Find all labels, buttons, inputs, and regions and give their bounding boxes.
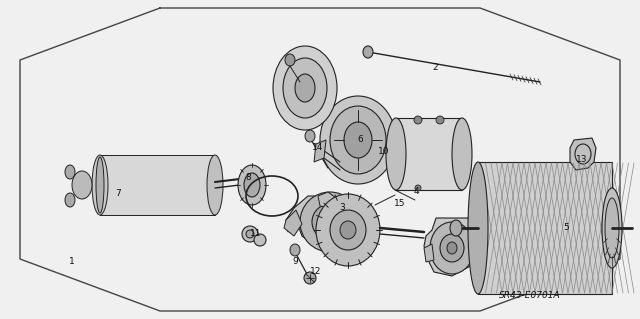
Ellipse shape (285, 54, 295, 66)
Ellipse shape (450, 220, 462, 236)
Polygon shape (570, 138, 596, 170)
Polygon shape (286, 196, 370, 252)
Text: SR43-E0701A: SR43-E0701A (499, 292, 561, 300)
Polygon shape (100, 155, 215, 215)
Ellipse shape (65, 165, 75, 179)
Ellipse shape (207, 155, 223, 215)
Ellipse shape (65, 193, 75, 207)
Ellipse shape (468, 162, 488, 294)
Polygon shape (478, 162, 612, 294)
Ellipse shape (320, 137, 330, 149)
Text: 8: 8 (245, 174, 251, 182)
Text: 4: 4 (413, 188, 419, 197)
Ellipse shape (305, 130, 315, 142)
Text: 9: 9 (292, 257, 298, 266)
Text: 15: 15 (394, 199, 406, 209)
Ellipse shape (386, 118, 406, 190)
Text: 7: 7 (115, 189, 121, 197)
Ellipse shape (602, 188, 622, 268)
Ellipse shape (340, 221, 356, 239)
Ellipse shape (344, 122, 372, 158)
Ellipse shape (452, 118, 472, 190)
Text: 11: 11 (250, 229, 262, 239)
Ellipse shape (330, 106, 386, 174)
Ellipse shape (605, 198, 619, 258)
Polygon shape (424, 218, 482, 276)
Polygon shape (424, 244, 434, 262)
Ellipse shape (312, 204, 348, 240)
Ellipse shape (322, 214, 338, 230)
Ellipse shape (316, 194, 380, 266)
Ellipse shape (436, 116, 444, 124)
Polygon shape (284, 210, 302, 236)
Polygon shape (396, 118, 462, 190)
Ellipse shape (242, 226, 258, 242)
Text: 13: 13 (576, 155, 588, 165)
Ellipse shape (246, 230, 254, 238)
Text: 3: 3 (339, 204, 345, 212)
Text: 12: 12 (310, 268, 322, 277)
Polygon shape (396, 128, 412, 152)
Text: 5: 5 (563, 224, 569, 233)
Text: 10: 10 (378, 147, 390, 157)
Text: 2: 2 (432, 63, 438, 72)
Text: 6: 6 (357, 136, 363, 145)
Polygon shape (318, 192, 336, 208)
Ellipse shape (96, 157, 104, 213)
Ellipse shape (290, 244, 300, 256)
Ellipse shape (244, 173, 260, 197)
Ellipse shape (283, 58, 327, 118)
Ellipse shape (414, 116, 422, 124)
Ellipse shape (254, 234, 266, 246)
Ellipse shape (330, 210, 366, 250)
Ellipse shape (72, 171, 92, 199)
Ellipse shape (238, 165, 266, 205)
Ellipse shape (430, 222, 474, 274)
Ellipse shape (363, 46, 373, 58)
Polygon shape (368, 118, 400, 156)
Ellipse shape (320, 96, 396, 184)
Ellipse shape (415, 185, 421, 191)
Polygon shape (314, 140, 326, 162)
Ellipse shape (92, 155, 108, 215)
Ellipse shape (273, 46, 337, 130)
Ellipse shape (304, 272, 316, 284)
Ellipse shape (295, 74, 315, 102)
Text: 1: 1 (69, 257, 75, 266)
Text: 14: 14 (312, 144, 324, 152)
Ellipse shape (300, 192, 360, 252)
Ellipse shape (440, 234, 464, 262)
Ellipse shape (447, 242, 457, 254)
